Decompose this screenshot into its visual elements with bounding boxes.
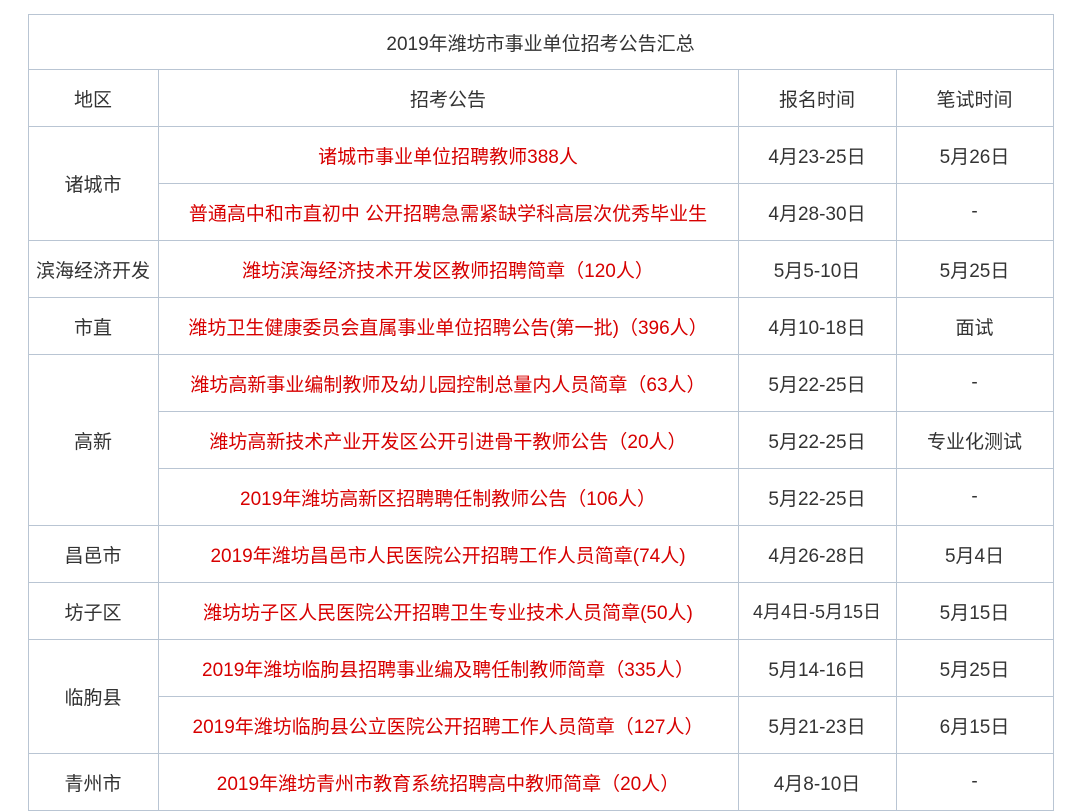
- exam-date: 5月26日: [896, 127, 1053, 184]
- announcement-link[interactable]: 诸城市事业单位招聘教师388人: [158, 127, 738, 184]
- announcement-link[interactable]: 潍坊高新技术产业开发区公开引进骨干教师公告（20人）: [158, 412, 738, 469]
- region-cell: 滨海经济开发: [28, 241, 158, 298]
- exam-date: 面试: [896, 298, 1053, 355]
- announcement-link[interactable]: 潍坊滨海经济技术开发区教师招聘简章（120人）: [158, 241, 738, 298]
- registration-date: 4月28-30日: [738, 184, 896, 241]
- exam-date: 5月15日: [896, 583, 1053, 640]
- announcement-link[interactable]: 潍坊卫生健康委员会直属事业单位招聘公告(第一批)（396人）: [158, 298, 738, 355]
- region-cell: 坊子区: [28, 583, 158, 640]
- recruitment-table-container: 2019年潍坊市事业单位招考公告汇总地区招考公告报名时间笔试时间诸城市诸城市事业…: [28, 14, 1053, 811]
- region-cell: 青州市: [28, 754, 158, 811]
- column-header-exam: 笔试时间: [896, 70, 1053, 127]
- announcement-link[interactable]: 2019年潍坊昌邑市人民医院公开招聘工作人员简章(74人): [158, 526, 738, 583]
- exam-date: 5月4日: [896, 526, 1053, 583]
- exam-date: 5月25日: [896, 640, 1053, 697]
- exam-date: 专业化测试: [896, 412, 1053, 469]
- registration-date: 4月4日-5月15日: [738, 583, 896, 640]
- registration-date: 4月23-25日: [738, 127, 896, 184]
- column-header-region: 地区: [28, 70, 158, 127]
- exam-date: -: [896, 184, 1053, 241]
- registration-date: 5月22-25日: [738, 355, 896, 412]
- region-cell: 高新: [28, 355, 158, 526]
- registration-date: 5月5-10日: [738, 241, 896, 298]
- registration-date: 4月8-10日: [738, 754, 896, 811]
- registration-date: 5月14-16日: [738, 640, 896, 697]
- region-cell: 诸城市: [28, 127, 158, 241]
- region-cell: 昌邑市: [28, 526, 158, 583]
- registration-date: 4月10-18日: [738, 298, 896, 355]
- column-header-announcement: 招考公告: [158, 70, 738, 127]
- announcement-link[interactable]: 潍坊高新事业编制教师及幼儿园控制总量内人员简章（63人）: [158, 355, 738, 412]
- recruitment-table: 2019年潍坊市事业单位招考公告汇总地区招考公告报名时间笔试时间诸城市诸城市事业…: [28, 14, 1054, 811]
- exam-date: 6月15日: [896, 697, 1053, 754]
- region-cell: 临朐县: [28, 640, 158, 754]
- registration-date: 5月21-23日: [738, 697, 896, 754]
- announcement-link[interactable]: 2019年潍坊高新区招聘聘任制教师公告（106人）: [158, 469, 738, 526]
- exam-date: -: [896, 754, 1053, 811]
- announcement-link[interactable]: 2019年潍坊临朐县公立医院公开招聘工作人员简章（127人）: [158, 697, 738, 754]
- region-cell: 市直: [28, 298, 158, 355]
- registration-date: 5月22-25日: [738, 412, 896, 469]
- registration-date: 4月26-28日: [738, 526, 896, 583]
- announcement-link[interactable]: 2019年潍坊临朐县招聘事业编及聘任制教师简章（335人）: [158, 640, 738, 697]
- announcement-link[interactable]: 普通高中和市直初中 公开招聘急需紧缺学科高层次优秀毕业生: [158, 184, 738, 241]
- exam-date: 5月25日: [896, 241, 1053, 298]
- column-header-registration: 报名时间: [738, 70, 896, 127]
- registration-date: 5月22-25日: [738, 469, 896, 526]
- announcement-link[interactable]: 2019年潍坊青州市教育系统招聘高中教师简章（20人）: [158, 754, 738, 811]
- exam-date: -: [896, 355, 1053, 412]
- announcement-link[interactable]: 潍坊坊子区人民医院公开招聘卫生专业技术人员简章(50人): [158, 583, 738, 640]
- exam-date: -: [896, 469, 1053, 526]
- table-title: 2019年潍坊市事业单位招考公告汇总: [28, 15, 1053, 70]
